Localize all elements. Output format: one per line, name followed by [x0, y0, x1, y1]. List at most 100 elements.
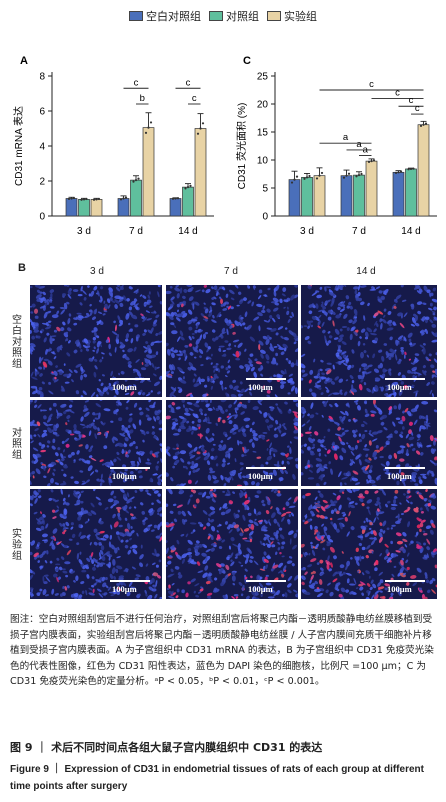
- cell-nucleus: [95, 496, 101, 501]
- cell-nucleus: [92, 340, 96, 344]
- cell-nucleus: [348, 583, 356, 586]
- cell-nucleus: [30, 494, 35, 501]
- cell-nucleus: [37, 489, 41, 493]
- cell-nucleus: [316, 448, 321, 452]
- cell-nucleus: [159, 301, 162, 305]
- cell-nucleus: [311, 392, 317, 397]
- panel-c-point-s0-c1-1: [345, 174, 348, 177]
- cell-nucleus: [49, 306, 55, 309]
- cell-nucleus: [80, 349, 83, 353]
- cell-nucleus: [338, 593, 343, 598]
- cell-nucleus: [282, 593, 285, 597]
- cell-nucleus: [94, 417, 99, 420]
- cell-nucleus: [174, 451, 179, 456]
- cell-nucleus: [201, 444, 205, 448]
- cell-nucleus: [37, 554, 40, 557]
- cell-nucleus: [408, 338, 412, 343]
- cell-nucleus: [350, 459, 354, 463]
- panel-c-point-s0-c1-2: [347, 172, 351, 175]
- panel-a-y-tick-label-4: 8: [39, 72, 45, 83]
- cell-nucleus: [265, 510, 270, 515]
- cell-nucleus: [285, 357, 289, 361]
- cell-nucleus: [101, 374, 105, 377]
- cell-nucleus: [259, 540, 263, 546]
- cell-nucleus: [357, 570, 360, 573]
- cell-nucleus: [257, 511, 262, 515]
- cell-nucleus: [338, 378, 344, 383]
- cell-nucleus: [352, 433, 357, 438]
- cell-nucleus: [151, 426, 155, 429]
- cell-nucleus: [284, 327, 288, 330]
- cell-nucleus: [30, 574, 34, 581]
- cell-nucleus: [82, 510, 89, 514]
- cell-nucleus: [329, 517, 333, 521]
- cell-nucleus: [217, 367, 221, 373]
- cell-nucleus: [396, 464, 401, 468]
- cell-nucleus: [30, 402, 32, 405]
- cell-nucleus: [283, 299, 289, 303]
- cell-nucleus: [212, 329, 216, 333]
- figure-title-chinese: 图 9 ｜ 术后不同时间点各组大鼠子宫内膜组织中 CD31 的表达: [10, 741, 323, 754]
- cell-nucleus: [256, 303, 263, 308]
- cell-nucleus: [93, 583, 97, 586]
- cell-nucleus: [184, 407, 189, 413]
- cell-nucleus: [371, 431, 379, 435]
- cell-nucleus: [237, 321, 241, 325]
- cell-nucleus: [63, 464, 68, 469]
- cell-nucleus: [252, 433, 258, 437]
- cell-nucleus: [200, 313, 205, 317]
- cell-nucleus: [266, 439, 270, 442]
- cell-nucleus: [182, 376, 186, 380]
- cell-nucleus: [287, 359, 290, 363]
- cell-nucleus: [199, 432, 202, 440]
- cell-nucleus: [240, 411, 245, 415]
- cell-nucleus: [48, 390, 54, 395]
- panel-a-point-s1-c0-1: [82, 198, 86, 201]
- cell-nucleus: [188, 425, 192, 431]
- cell-nucleus: [243, 417, 251, 422]
- panel-b-letter: B: [18, 262, 26, 274]
- scale-bar-label: 100μm: [112, 382, 137, 392]
- cell-nucleus: [260, 365, 264, 370]
- panel-a-y-tick-label-2: 4: [39, 142, 45, 153]
- cell-nucleus: [43, 475, 47, 479]
- cell-nucleus: [278, 527, 283, 531]
- cell-nucleus: [145, 563, 149, 567]
- cell-nucleus: [30, 371, 34, 377]
- cell-nucleus: [280, 383, 285, 390]
- cell-nucleus: [237, 543, 241, 550]
- cell-nucleus: [227, 365, 231, 369]
- cell-nucleus: [181, 303, 184, 308]
- cell-nucleus: [321, 523, 325, 527]
- cell-nucleus: [273, 290, 277, 297]
- cell-nucleus: [414, 322, 420, 327]
- cell-nucleus: [336, 528, 340, 533]
- cell-nucleus: [270, 568, 274, 572]
- cell-nucleus: [96, 319, 102, 326]
- cell-nucleus: [171, 423, 177, 430]
- cell-nucleus: [166, 587, 170, 591]
- cell-nucleus: [130, 391, 135, 396]
- cell-nucleus: [118, 372, 120, 376]
- cell-nucleus: [414, 285, 420, 290]
- cell-nucleus: [332, 441, 335, 446]
- cell-nucleus: [131, 566, 136, 570]
- panel-a-bar-s1-c0: [78, 199, 90, 217]
- cell-nucleus: [349, 590, 354, 595]
- cell-nucleus: [186, 401, 193, 405]
- cell-nucleus: [350, 364, 355, 369]
- cell-nucleus: [35, 518, 41, 523]
- cell-nucleus: [81, 371, 85, 375]
- cell-nucleus: [42, 539, 48, 542]
- cell-nucleus: [279, 534, 285, 540]
- cell-nucleus: [78, 434, 82, 439]
- cell-nucleus: [240, 388, 245, 393]
- cell-nucleus: [132, 440, 136, 445]
- cell-nucleus: [222, 490, 226, 493]
- cell-nucleus: [333, 522, 337, 530]
- cell-nucleus: [78, 458, 82, 461]
- cell-nucleus: [391, 524, 396, 527]
- row-label-blank-control-text: 空白对照组: [9, 313, 21, 369]
- cell-nucleus: [307, 325, 311, 329]
- cell-nucleus: [343, 285, 347, 287]
